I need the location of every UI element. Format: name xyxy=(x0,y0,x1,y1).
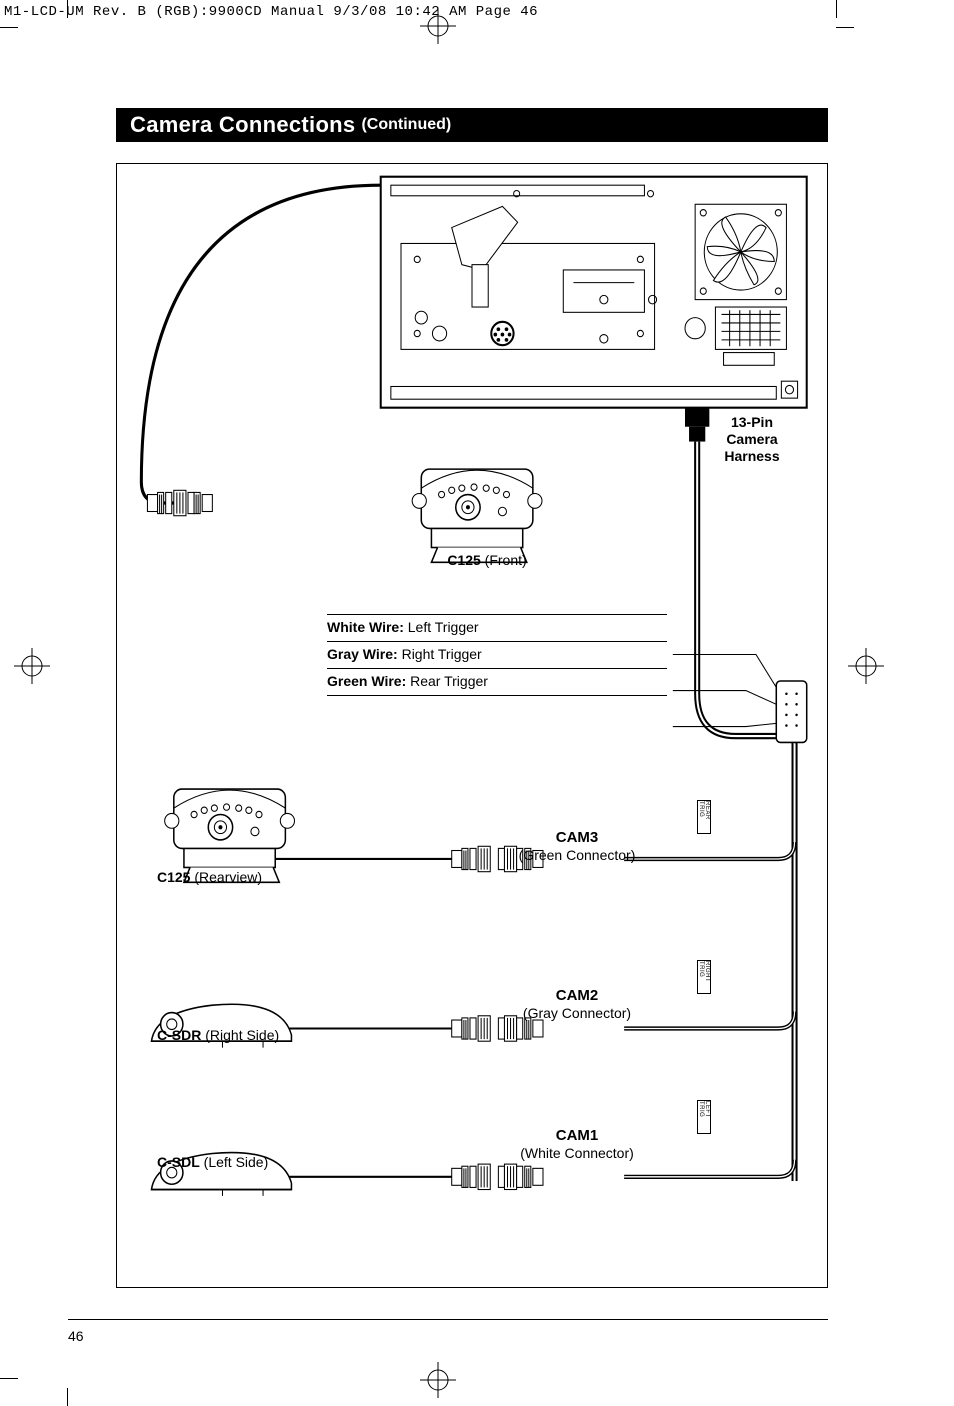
crop-mark xyxy=(836,27,854,28)
section-title: Camera Connections xyxy=(130,112,355,138)
cam3-name: CAM3 xyxy=(487,829,667,847)
camera-left-pos: (Left Side) xyxy=(204,1154,269,1170)
cam2-name: CAM2 xyxy=(487,987,667,1005)
wiring-diagram: 13-Pin Camera Harness C125 (Front) White… xyxy=(116,163,828,1288)
registration-mark-icon xyxy=(848,648,884,684)
printer-slug: M1-LCD-UM Rev. B (RGB):9900CD Manual 9/3… xyxy=(4,4,538,20)
wire-gray-fn: Right Trigger xyxy=(402,646,482,662)
trig-tag-left: LEFT TRIG xyxy=(697,1100,711,1134)
page-number: 46 xyxy=(68,1328,84,1344)
cam1-label: CAM1 (White Connector) xyxy=(487,1127,667,1162)
wire-white-label: White Wire: xyxy=(327,619,404,635)
registration-mark-icon xyxy=(420,1362,456,1398)
wire-green-label: Green Wire: xyxy=(327,673,406,689)
trig-tag-rear: REAR TRIG xyxy=(697,800,711,834)
wire-legend: White Wire: Left Trigger Gray Wire: Righ… xyxy=(327,614,667,696)
trig-tag-right: RIGHT TRIG xyxy=(697,960,711,994)
camera-left-label: C-SDL (Left Side) xyxy=(157,1154,357,1171)
wire-row-gray: Gray Wire: Right Trigger xyxy=(327,642,667,669)
camera-front-model: C125 xyxy=(447,552,480,568)
cam1-color: (White Connector) xyxy=(487,1145,667,1162)
cam3-label: CAM3 (Green Connector) xyxy=(487,829,667,864)
harness-label: 13-Pin Camera Harness xyxy=(707,414,797,464)
registration-mark-icon xyxy=(420,8,456,44)
crop-mark xyxy=(67,0,68,18)
camera-right-model: C-SDR xyxy=(157,1027,201,1043)
wire-green-fn: Rear Trigger xyxy=(410,673,488,689)
harness-label-text: 13-Pin Camera Harness xyxy=(707,414,797,464)
camera-rear-label: C125 (Rearview) xyxy=(157,869,337,886)
cam2-color: (Gray Connector) xyxy=(487,1005,667,1022)
camera-right-label: C-SDR (Right Side) xyxy=(157,1027,357,1044)
cam1-name: CAM1 xyxy=(487,1127,667,1145)
section-header: Camera Connections (Continued) xyxy=(116,108,828,142)
camera-front-label: C125 (Front) xyxy=(417,552,557,569)
camera-front-pos: (Front) xyxy=(485,552,527,568)
cam2-label: CAM2 (Gray Connector) xyxy=(487,987,667,1022)
footer-rule xyxy=(68,1319,828,1320)
diagram-svg xyxy=(117,164,827,1287)
camera-right-pos: (Right Side) xyxy=(205,1027,279,1043)
crop-mark xyxy=(836,0,837,18)
inline-connector-icon xyxy=(147,490,212,515)
wire-gray-label: Gray Wire: xyxy=(327,646,398,662)
crop-mark xyxy=(0,1378,18,1379)
registration-mark-icon xyxy=(14,648,50,684)
wire-row-white: White Wire: Left Trigger xyxy=(327,614,667,642)
crop-mark xyxy=(67,1388,68,1406)
wire-white-fn: Left Trigger xyxy=(408,619,479,635)
camera-rear-model: C125 xyxy=(157,869,190,885)
wire-row-green: Green Wire: Rear Trigger xyxy=(327,669,667,696)
camera-left-model: C-SDL xyxy=(157,1154,200,1170)
page-frame: Camera Connections (Continued) xyxy=(68,48,836,1358)
crop-mark xyxy=(0,27,18,28)
cam3-color: (Green Connector) xyxy=(487,847,667,864)
camera-rear-pos: (Rearview) xyxy=(194,869,262,885)
section-continued: (Continued) xyxy=(361,116,451,134)
